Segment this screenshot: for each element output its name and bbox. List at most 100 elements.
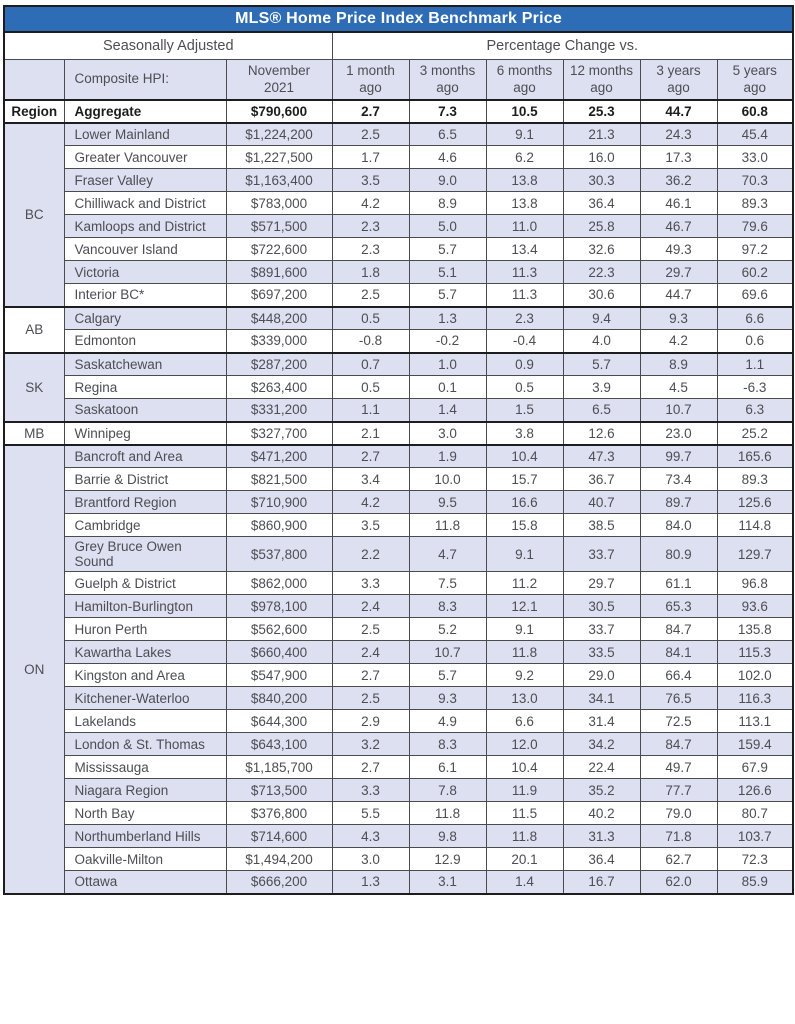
change-cell: 11.5: [485, 801, 564, 826]
price-cell: $722,600: [225, 237, 333, 262]
change-cell: 3.0: [331, 847, 410, 872]
change-cell: 73.4: [639, 467, 718, 492]
change-cell: 15.8: [485, 513, 564, 538]
table-row: MB Winnipeg $327,700 2.1 3.0 3.8 12.6 23.0 25.2: [3, 420, 794, 446]
change-cell: 165.6: [716, 443, 794, 469]
change-cell: 84.0: [639, 513, 718, 538]
change-cell: 12.1: [485, 594, 564, 619]
table-row: BC Lower Mainland $1,224,200 2.5 6.5 9.1 21.3 2…: [3, 121, 794, 308]
change-cell: 3.3: [331, 571, 410, 596]
change-cell: 71.8: [639, 824, 718, 849]
change-cell: 13.0: [485, 686, 564, 711]
change-cell: 2.5: [331, 121, 410, 147]
table-row: Grey Bruce Owen Sound $537,800 2.2 4.7 9.1 33…: [4, 536, 794, 573]
change-cell: 84.7: [639, 617, 718, 642]
price-cell: $562,600: [225, 617, 333, 642]
area-cell: Aggregate: [63, 99, 227, 124]
table-row: Saskatoon $331,200 1.1 1.4 1.5 6.5 10.7 6.3: [4, 398, 794, 423]
change-cell: 10.5: [485, 99, 564, 124]
area-cell: Interior BC*: [63, 283, 227, 308]
price-cell: $1,163,400: [225, 168, 333, 193]
change-col-header-1: 3 months ago: [408, 58, 487, 101]
change-cell: 125.6: [716, 490, 794, 515]
change-cell: 9.1: [485, 121, 564, 147]
change-cell: 4.9: [408, 709, 487, 734]
area-cell: Edmonton: [63, 329, 227, 354]
table-row: AB Calgary $448,200 0.5 1.3 2.3 9.4 9.3 6.6: [3, 305, 794, 354]
change-cell: 60.8: [716, 99, 794, 124]
change-cell: 97.2: [716, 237, 794, 262]
area-cell: Ottawa: [63, 870, 227, 895]
price-cell: $1,185,700: [225, 755, 333, 780]
region-cell: BC: [3, 121, 65, 308]
change-cell: 29.7: [562, 571, 641, 596]
change-cell: 47.3: [562, 443, 641, 469]
change-cell: 44.7: [639, 99, 718, 124]
change-cell: 3.5: [331, 513, 410, 538]
area-cell: Oakville-Milton: [63, 847, 227, 872]
price-cell: $339,000: [225, 329, 333, 354]
change-cell: 7.3: [408, 99, 487, 124]
change-cell: 21.3: [562, 121, 641, 147]
change-cell: 5.7: [408, 283, 487, 308]
change-cell: 135.8: [716, 617, 794, 642]
title-bar: MLS® Home Price Index Benchmark Price: [2, 5, 795, 33]
change-cell: 0.6: [716, 329, 794, 354]
change-cell: 3.1: [408, 870, 487, 895]
change-cell: 11.8: [408, 801, 487, 826]
table-row: Kawartha Lakes $660,400 2.4 10.7 11.8 33.5 84.…: [4, 640, 794, 665]
change-cell: 62.7: [639, 847, 718, 872]
table-row: Northumberland Hills $714,600 4.3 9.8 11.8 31…: [4, 824, 794, 849]
price-cell: $376,800: [225, 801, 333, 826]
price-cell: $840,200: [225, 686, 333, 711]
change-cell: 11.2: [485, 571, 564, 596]
change-cell: 35.2: [562, 778, 641, 803]
change-cell: 1.4: [485, 870, 564, 895]
price-cell: $287,200: [225, 351, 333, 377]
change-cell: 116.3: [716, 686, 794, 711]
change-cell: 3.0: [408, 420, 487, 446]
change-cell: 13.4: [485, 237, 564, 262]
change-cell: 12.6: [562, 420, 641, 446]
change-cell: 2.9: [331, 709, 410, 734]
change-cell: 36.4: [562, 191, 641, 216]
change-cell: 11.0: [485, 214, 564, 239]
price-cell: $978,100: [225, 594, 333, 619]
region-column-header: Region: [3, 99, 65, 124]
area-cell: Huron Perth: [63, 617, 227, 642]
change-cell: 13.8: [485, 191, 564, 216]
change-cell: 1.9: [408, 443, 487, 469]
change-cell: 76.5: [639, 686, 718, 711]
area-cell: Kitchener-Waterloo: [63, 686, 227, 711]
change-cell: 85.9: [716, 870, 794, 895]
section-header-row: Seasonally Adjusted Percentage Change vs…: [3, 31, 794, 60]
change-cell: 11.3: [485, 283, 564, 308]
composite-hpi-label: Composite HPI:: [63, 58, 227, 101]
change-col-header-4: 3 years ago: [639, 58, 718, 101]
area-cell: Victoria: [63, 260, 227, 285]
price-cell: $448,200: [225, 305, 333, 331]
price-cell: $790,600: [225, 99, 333, 124]
aggregate-row: Region Aggregate $790,600 2.7 7.3 10.5 25.3 44.…: [3, 99, 794, 124]
change-cell: 77.7: [639, 778, 718, 803]
change-cell: 10.0: [408, 467, 487, 492]
section-seasonally-adjusted: Seasonally Adjusted: [3, 31, 333, 60]
change-cell: 29.7: [639, 260, 718, 285]
change-cell: 36.4: [562, 847, 641, 872]
change-cell: 1.3: [331, 870, 410, 895]
price-cell: $547,900: [225, 663, 333, 688]
table-row: Edmonton $339,000 -0.8 -0.2 -0.4 4.0 4.2 0.6: [4, 329, 794, 354]
change-cell: 9.3: [408, 686, 487, 711]
region-col-spacer: [3, 58, 65, 101]
change-cell: 2.4: [331, 640, 410, 665]
area-cell: Bancroft and Area: [63, 443, 227, 469]
change-cell: 2.3: [331, 237, 410, 262]
area-cell: North Bay: [63, 801, 227, 826]
table-row: Chilliwack and District $783,000 4.2 8.9 13.…: [4, 191, 794, 216]
change-cell: -0.4: [485, 329, 564, 354]
change-cell: 3.2: [331, 732, 410, 757]
change-cell: 11.8: [408, 513, 487, 538]
change-cell: 15.7: [485, 467, 564, 492]
price-cell: $471,200: [225, 443, 333, 469]
change-cell: 22.3: [562, 260, 641, 285]
